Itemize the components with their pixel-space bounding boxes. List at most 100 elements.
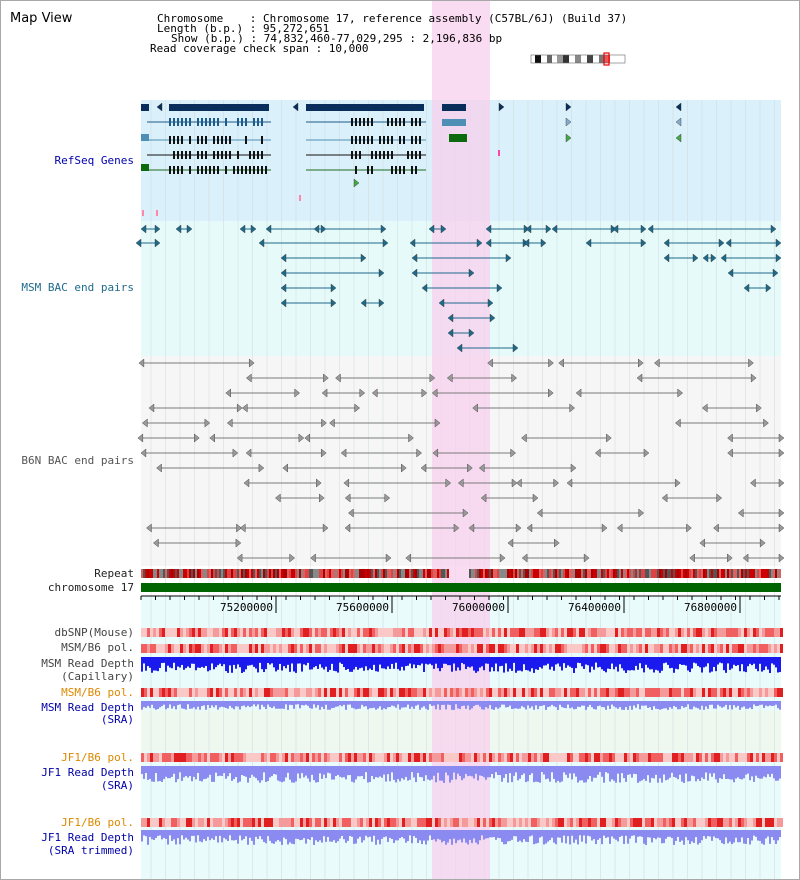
repeat-segment bbox=[541, 569, 543, 578]
track-label-msm-b6-pol-1[interactable]: MSM/B6 pol. bbox=[61, 641, 134, 654]
read-depth-bar bbox=[459, 657, 461, 671]
track-label-refseq-genes[interactable]: RefSeq Genes bbox=[54, 154, 134, 167]
read-depth-bar bbox=[593, 657, 595, 670]
repeat-segment bbox=[341, 569, 343, 578]
polymorphism-cell bbox=[639, 818, 642, 827]
track-label-repeat[interactable]: Repeat bbox=[94, 567, 134, 580]
polymorphism-cell bbox=[684, 628, 687, 637]
read-depth-bar bbox=[671, 701, 673, 709]
read-depth-bar bbox=[727, 766, 729, 779]
gene-exon bbox=[169, 118, 171, 126]
read-depth-bar bbox=[751, 701, 753, 710]
read-depth-bar bbox=[491, 830, 493, 838]
read-depth-bar bbox=[193, 766, 195, 777]
polymorphism-cell bbox=[456, 644, 459, 653]
read-depth-bar bbox=[613, 657, 615, 670]
read-depth-bar bbox=[485, 766, 487, 780]
polymorphism-cell bbox=[186, 753, 189, 762]
track-label-jf1-depth-sra-sub: (SRA) bbox=[100, 779, 134, 792]
gene-exon bbox=[249, 166, 251, 174]
repeat-segment bbox=[645, 569, 647, 578]
read-depth-bar bbox=[313, 766, 315, 781]
read-depth-bar bbox=[653, 657, 655, 673]
polymorphism-cell bbox=[246, 644, 249, 653]
repeat-segment bbox=[261, 569, 263, 578]
polymorphism-cell bbox=[378, 753, 381, 762]
track-label-msm-depth-sra[interactable]: MSM Read Depth bbox=[41, 701, 134, 714]
track-label-chromosome[interactable]: chromosome 17 bbox=[47, 581, 134, 594]
polymorphism-cell bbox=[507, 818, 510, 827]
read-depth-bar bbox=[169, 701, 171, 705]
polymorphism-cell bbox=[699, 644, 702, 653]
read-depth-bar bbox=[155, 657, 157, 671]
repeat-segment bbox=[165, 569, 167, 578]
read-depth-bar bbox=[429, 701, 431, 705]
track-label-jf1-b6-pol-2[interactable]: JF1/B6 pol. bbox=[61, 816, 134, 829]
read-depth-bar bbox=[451, 830, 453, 845]
polymorphism-cell bbox=[546, 753, 549, 762]
polymorphism-cell bbox=[627, 644, 630, 653]
read-depth-bar bbox=[157, 701, 159, 709]
read-depth-bar bbox=[163, 657, 165, 663]
read-depth-bar bbox=[733, 701, 735, 706]
read-depth-bar bbox=[333, 701, 335, 708]
track-label-msm-bac[interactable]: MSM BAC end pairs bbox=[21, 281, 134, 294]
read-depth-bar bbox=[463, 657, 465, 665]
track-label-msm-depth-capillary[interactable]: MSM Read Depth bbox=[41, 657, 134, 670]
track-label-jf1-depth-trimmed[interactable]: JF1 Read Depth bbox=[41, 831, 134, 844]
read-depth-bar bbox=[471, 830, 473, 844]
read-depth-bar bbox=[293, 830, 295, 845]
repeat-segment bbox=[655, 569, 657, 578]
read-depth-bar bbox=[343, 701, 345, 705]
read-depth-bar bbox=[219, 830, 221, 836]
polymorphism-cell bbox=[381, 818, 384, 827]
read-depth-bar bbox=[467, 701, 469, 706]
polymorphism-cell bbox=[231, 628, 234, 637]
gene-exon bbox=[415, 136, 417, 144]
polymorphism-cell bbox=[261, 628, 264, 637]
polymorphism-cell bbox=[186, 628, 189, 637]
gene-exon bbox=[197, 118, 199, 126]
track-label-jf1-b6-pol-1[interactable]: JF1/B6 pol. bbox=[61, 751, 134, 764]
polymorphism-cell bbox=[489, 644, 492, 653]
track-label-msm-b6-pol-2[interactable]: MSM/B6 pol. bbox=[61, 686, 134, 699]
read-depth-bar bbox=[625, 830, 627, 836]
polymorphism-cell bbox=[576, 628, 579, 637]
read-depth-bar bbox=[449, 657, 451, 666]
repeat-segment bbox=[289, 569, 291, 578]
polymorphism-cell bbox=[381, 628, 384, 637]
b6n-bac-end bbox=[467, 463, 473, 473]
read-depth-bar bbox=[245, 766, 247, 777]
repeat-segment bbox=[169, 569, 171, 578]
read-depth-bar bbox=[169, 766, 171, 779]
gene-exon bbox=[371, 118, 373, 126]
polymorphism-cell bbox=[357, 628, 360, 637]
track-label-b6n-bac[interactable]: B6N BAC end pairs bbox=[21, 454, 134, 467]
repeat-segment bbox=[337, 569, 339, 578]
polymorphism-cell bbox=[426, 644, 429, 653]
read-depth-bar bbox=[203, 830, 205, 840]
polymorphism-cell bbox=[318, 628, 321, 637]
polymorphism-cell bbox=[273, 753, 276, 762]
polymorphism-cell bbox=[594, 688, 597, 697]
track-label-dbsnp[interactable]: dbSNP(Mouse) bbox=[54, 626, 134, 639]
read-depth-bar bbox=[601, 657, 603, 670]
repeat-segment bbox=[433, 569, 435, 578]
track-label-jf1-depth-sra[interactable]: JF1 Read Depth bbox=[41, 766, 134, 779]
read-depth-bar bbox=[305, 657, 307, 666]
polymorphism-cell bbox=[618, 818, 621, 827]
polymorphism-cell bbox=[279, 644, 282, 653]
read-depth-bar bbox=[289, 830, 291, 843]
repeat-segment bbox=[573, 569, 575, 578]
read-depth-bar bbox=[235, 657, 237, 669]
read-depth-bar bbox=[677, 701, 679, 710]
read-depth-bar bbox=[267, 657, 269, 664]
polymorphism-cell bbox=[354, 644, 357, 653]
read-depth-bar bbox=[543, 701, 545, 706]
repeat-segment bbox=[767, 569, 769, 578]
read-depth-bar bbox=[773, 701, 775, 706]
read-depth-bar bbox=[647, 830, 649, 838]
polymorphism-cell bbox=[264, 753, 267, 762]
polymorphism-cell bbox=[303, 688, 306, 697]
